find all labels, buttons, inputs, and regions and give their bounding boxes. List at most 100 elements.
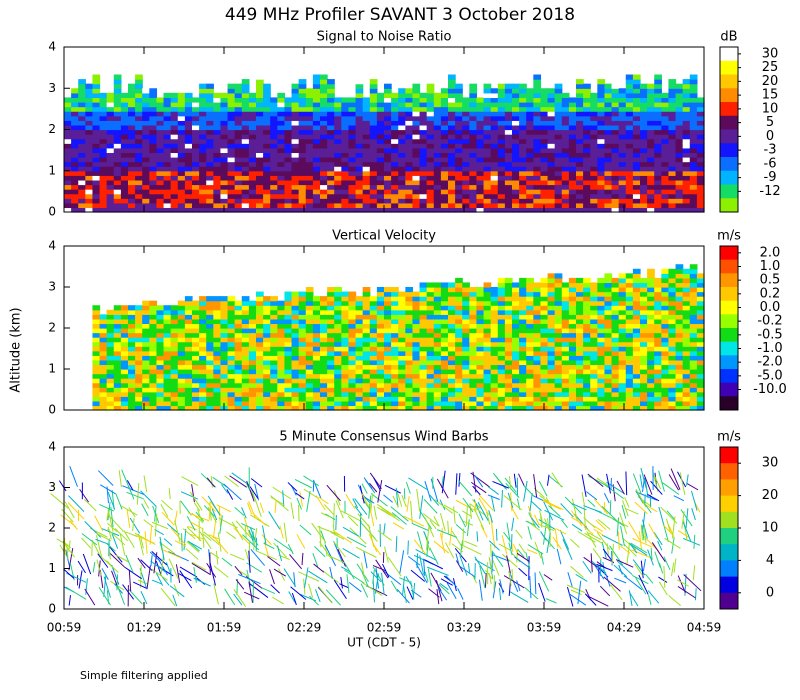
field-cell — [512, 92, 520, 99]
field-cell — [391, 115, 399, 121]
field-cell — [263, 364, 271, 370]
field-cell — [455, 287, 463, 293]
field-cell — [519, 134, 527, 140]
field-cell — [348, 369, 357, 375]
field-cell — [78, 138, 86, 144]
field-cell — [234, 189, 243, 195]
field-cell — [384, 97, 392, 103]
wind-barb — [405, 481, 411, 494]
field-cell — [270, 337, 278, 343]
field-cell — [177, 341, 186, 347]
field-cell — [590, 391, 598, 397]
field-cell — [682, 355, 691, 361]
field-cell — [632, 400, 641, 407]
field-cell — [248, 328, 257, 334]
field-cell — [149, 175, 158, 181]
field-cell — [192, 341, 200, 347]
field-cell — [625, 175, 634, 181]
field-cell — [640, 115, 648, 121]
field-cell — [291, 193, 300, 199]
field-cell — [291, 152, 300, 158]
field-cell — [284, 305, 293, 311]
field-cell — [604, 400, 613, 407]
field-cell — [476, 124, 485, 131]
field-cell — [455, 296, 463, 302]
field-cell — [320, 170, 328, 176]
field-cell — [284, 364, 293, 370]
field-cell — [462, 300, 470, 306]
field-cell — [341, 152, 350, 158]
field-cell — [455, 364, 463, 370]
field-cell — [305, 400, 314, 407]
field-cell — [654, 92, 662, 99]
field-cell — [519, 175, 527, 181]
field-cell — [320, 198, 328, 204]
field-cell — [448, 328, 456, 334]
field-cell — [611, 387, 620, 393]
field-cell — [576, 115, 584, 121]
field-cell — [504, 350, 513, 356]
field-cell — [576, 157, 584, 163]
field-cell — [291, 396, 300, 402]
field-cell — [298, 161, 307, 167]
field-cell — [689, 378, 698, 384]
field-cell — [654, 314, 662, 320]
field-cell — [433, 346, 442, 352]
field-cell — [483, 287, 492, 293]
field-cell — [412, 332, 421, 338]
field-cell — [583, 193, 591, 199]
field-cell — [668, 382, 677, 388]
field-cell — [696, 170, 705, 176]
field-cell — [526, 318, 534, 325]
field-cell — [92, 134, 101, 140]
field-cell — [256, 179, 264, 186]
field-cell — [512, 152, 520, 158]
field-cell — [220, 189, 229, 195]
field-cell — [647, 364, 655, 370]
field-cell — [149, 111, 158, 117]
field-cell — [696, 115, 705, 121]
field-cell — [590, 106, 598, 112]
field-cell — [149, 382, 158, 388]
field-cell — [199, 350, 207, 356]
field-cell — [206, 111, 214, 117]
field-cell — [135, 134, 143, 140]
field-cell — [376, 138, 385, 144]
field-cell — [391, 382, 399, 388]
field-cell — [384, 287, 392, 293]
field-cell — [661, 161, 670, 167]
field-cell — [192, 152, 200, 158]
field-cell — [163, 359, 172, 366]
field-cell — [241, 124, 250, 131]
field-cell — [163, 198, 172, 204]
field-cell — [668, 291, 677, 297]
field-cell — [405, 157, 414, 163]
field-cell — [576, 166, 584, 172]
field-cell — [120, 382, 129, 388]
field-cell — [682, 296, 691, 302]
field-cell — [156, 166, 165, 172]
field-cell — [284, 391, 293, 397]
field-cell — [554, 369, 563, 375]
field-cell — [583, 400, 591, 407]
field-cell — [618, 400, 627, 407]
field-cell — [256, 166, 264, 172]
field-cell — [419, 332, 428, 338]
field-cell — [241, 373, 250, 379]
field-cell — [128, 309, 136, 315]
field-cell — [64, 161, 72, 167]
field-cell — [448, 74, 456, 80]
field-cell — [85, 111, 94, 117]
field-cell — [312, 143, 321, 149]
field-cell — [220, 350, 229, 356]
field-cell — [277, 193, 286, 199]
field-cell — [263, 400, 271, 407]
field-cell — [277, 323, 286, 329]
field-cell — [305, 405, 314, 411]
field-cell — [405, 147, 414, 154]
field-cell — [177, 378, 186, 384]
field-cell — [469, 189, 478, 195]
field-cell — [291, 405, 300, 411]
field-cell — [341, 405, 350, 411]
